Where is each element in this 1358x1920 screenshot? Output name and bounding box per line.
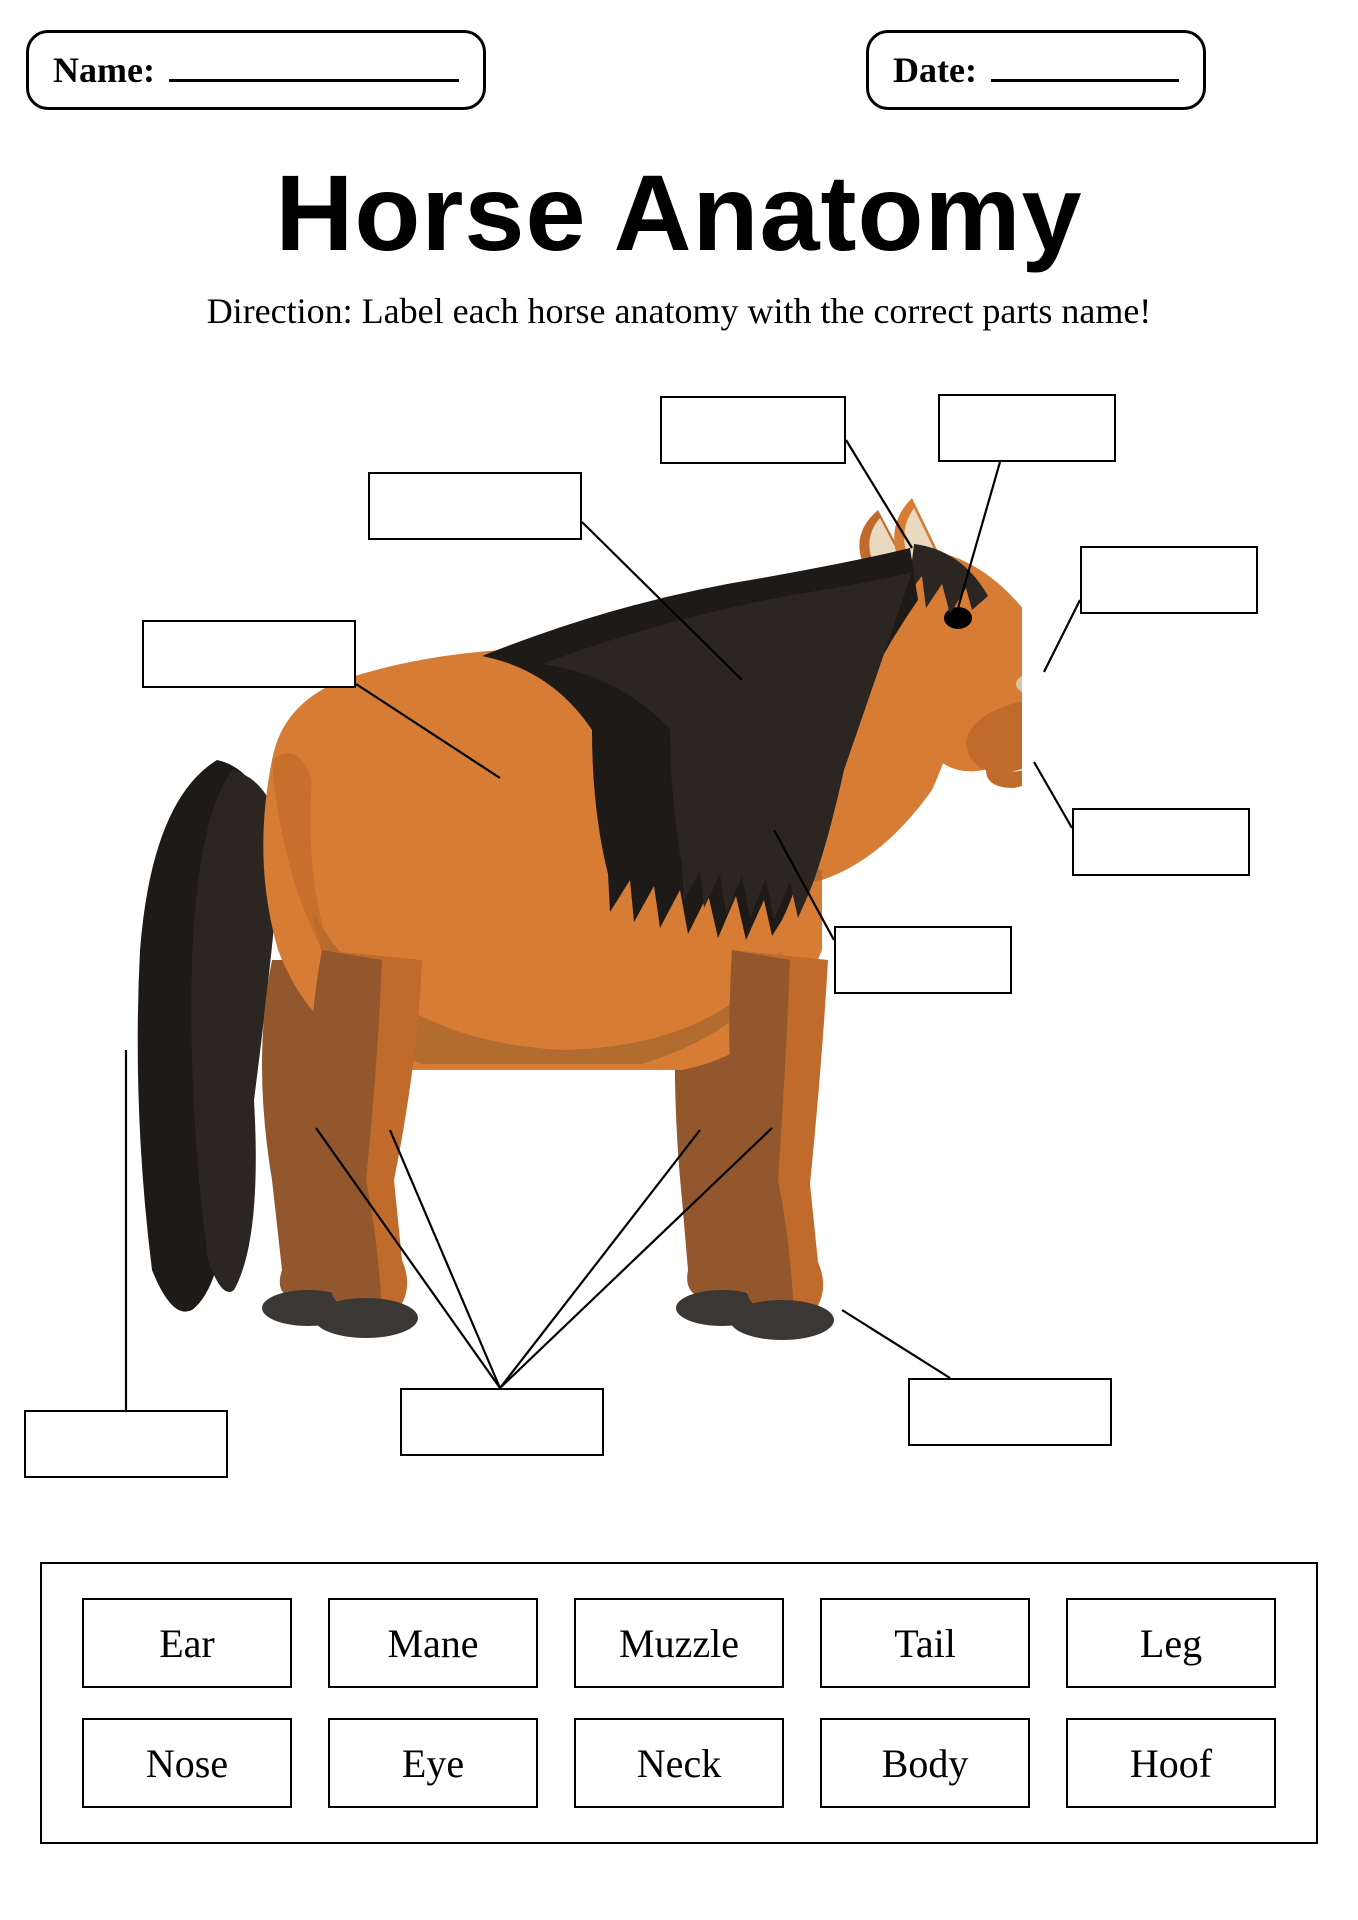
name-label: Name: — [53, 49, 155, 91]
date-label: Date: — [893, 49, 977, 91]
word-item-eye: Eye — [328, 1718, 538, 1808]
worksheet-page: Name: Date: Horse Anatomy Direction: Lab… — [0, 0, 1358, 1920]
label-box-eye[interactable] — [938, 394, 1116, 462]
label-box-body[interactable] — [142, 620, 356, 688]
date-field[interactable]: Date: — [866, 30, 1206, 110]
label-box-neck[interactable] — [834, 926, 1012, 994]
label-box-muzzle[interactable] — [1072, 808, 1250, 876]
word-item-ear: Ear — [82, 1598, 292, 1688]
label-box-tail[interactable] — [24, 1410, 228, 1478]
name-field[interactable]: Name: — [26, 30, 486, 110]
direction-text: Direction: Label each horse anatomy with… — [0, 290, 1358, 332]
horse-diagram — [122, 480, 1022, 1360]
label-box-ear[interactable] — [660, 396, 846, 464]
label-box-leg[interactable] — [400, 1388, 604, 1456]
word-item-body: Body — [820, 1718, 1030, 1808]
word-item-leg: Leg — [1066, 1598, 1276, 1688]
label-box-hoof[interactable] — [908, 1378, 1112, 1446]
word-item-hoof: Hoof — [1066, 1718, 1276, 1808]
horse-svg — [122, 480, 1022, 1360]
page-title: Horse Anatomy — [0, 150, 1358, 275]
word-item-tail: Tail — [820, 1598, 1030, 1688]
label-box-mane[interactable] — [368, 472, 582, 540]
word-item-mane: Mane — [328, 1598, 538, 1688]
date-underline — [991, 79, 1179, 82]
word-item-nose: Nose — [82, 1718, 292, 1808]
name-underline — [169, 79, 459, 82]
label-box-nose[interactable] — [1080, 546, 1258, 614]
word-item-muzzle: Muzzle — [574, 1598, 784, 1688]
word-bank: Ear Mane Muzzle Tail Leg Nose Eye Neck Body Hoof — [40, 1562, 1318, 1844]
word-item-neck: Neck — [574, 1718, 784, 1808]
